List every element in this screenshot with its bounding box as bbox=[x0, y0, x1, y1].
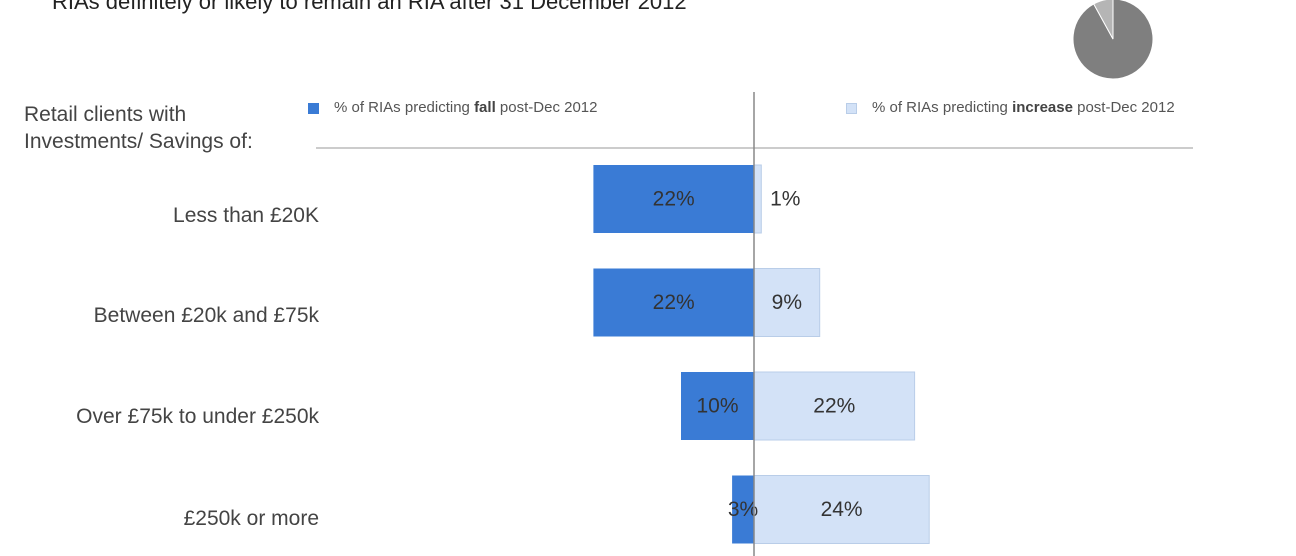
legend-item-fall: % of RIAs predicting fall post-Dec 2012 bbox=[308, 99, 597, 117]
category-label: Between £20k and £75k bbox=[93, 304, 319, 327]
bar-increase bbox=[753, 164, 762, 234]
category-label: £250k or more bbox=[183, 507, 319, 530]
category-label: Over £75k to under £250k bbox=[76, 405, 319, 428]
data-label-increase: 24% bbox=[821, 498, 863, 521]
bar-fall bbox=[732, 475, 754, 544]
data-label-increase: 9% bbox=[772, 291, 802, 314]
legend-text-increase: % of RIAs predicting increase post-Dec 2… bbox=[872, 99, 1175, 116]
category-label: Less than £20K bbox=[173, 204, 319, 227]
data-label-fall: 10% bbox=[696, 395, 738, 418]
axis-title-line-1: Retail clients with bbox=[24, 103, 187, 126]
data-label-increase: 1% bbox=[770, 188, 800, 211]
bar-fall bbox=[593, 165, 754, 233]
pie-slice bbox=[1093, 0, 1114, 40]
pie-slice bbox=[1072, 0, 1154, 80]
data-label-increase: 22% bbox=[813, 395, 855, 418]
chart-title: RIAs definitely or likely to remain an R… bbox=[52, 0, 687, 14]
data-label-fall: 22% bbox=[653, 291, 695, 314]
bar-increase bbox=[753, 475, 930, 544]
legend-swatch-fall bbox=[308, 102, 319, 114]
category-axis-title: Retail clients with Investments/ Savings… bbox=[24, 101, 253, 155]
legend-swatch-increase bbox=[846, 102, 857, 114]
legend-text-fall: % of RIAs predicting fall post-Dec 2012 bbox=[334, 99, 598, 116]
bar-fall bbox=[593, 268, 754, 337]
data-label-fall: 3% bbox=[728, 498, 758, 521]
axis-title-line-2: Investments/ Savings of: bbox=[24, 130, 253, 153]
bar-increase bbox=[753, 371, 916, 441]
legend-item-increase: % of RIAs predicting increase post-Dec 2… bbox=[846, 99, 1175, 117]
data-label-fall: 22% bbox=[653, 188, 695, 211]
bar-fall bbox=[681, 372, 754, 440]
bar-increase bbox=[753, 268, 821, 337]
